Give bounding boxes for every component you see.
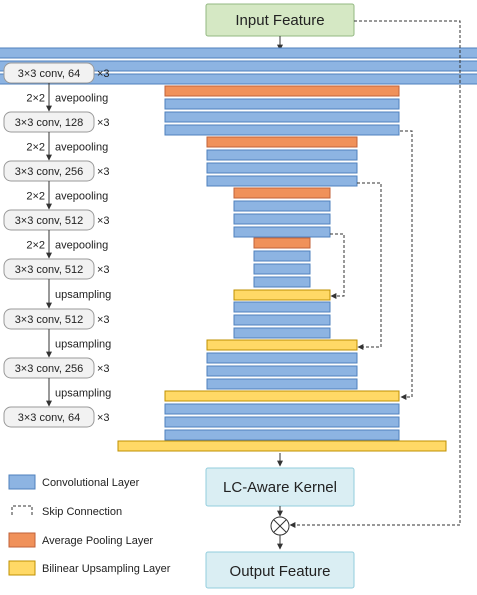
stage-label: 3×3 conv, 512 [15, 264, 84, 276]
stage-repeat: ×3 [97, 264, 110, 276]
transition-size: 2×2 [26, 191, 45, 203]
upsampling-layer [206, 339, 358, 351]
transition-size: 2×2 [26, 142, 45, 154]
stage-repeat: ×3 [97, 314, 110, 326]
transition-op: avepooling [55, 191, 108, 203]
conv-layer [164, 98, 400, 110]
legend: Convolutional Layer Skip Connection Averag… [8, 474, 171, 576]
stage-repeat: ×3 [97, 166, 110, 178]
skip-connections [289, 20, 461, 528]
conv-layer [164, 111, 400, 123]
legend-label: Skip Connection [42, 506, 122, 518]
conv-layer [164, 416, 400, 428]
stage-repeat: ×3 [97, 215, 110, 227]
stage-label: 3×3 conv, 128 [15, 117, 84, 129]
upsampling-layer [233, 289, 331, 301]
transition-op: avepooling [55, 240, 108, 252]
conv-layer [233, 213, 331, 225]
stage-box [3, 406, 95, 428]
conv-layer [206, 175, 358, 187]
avg-pooling-layer [164, 85, 400, 97]
output-feature-label: Output Feature [230, 563, 331, 580]
conv-layer [206, 365, 358, 377]
stage-repeat: ×3 [97, 412, 110, 424]
legend-label: Bilinear Upsampling Layer [42, 563, 171, 575]
stage-label: 3×3 conv, 512 [15, 215, 84, 227]
skip-connection-1 [400, 130, 413, 400]
conv-layer [206, 162, 358, 174]
legend-label: Average Pooling Layer [42, 535, 153, 547]
stage-repeat: ×3 [97, 363, 110, 375]
conv-layer [0, 60, 477, 72]
conv-layer [0, 47, 477, 59]
legend-skip-swatch [11, 505, 33, 515]
combine-icon-stroke-b [273, 519, 287, 533]
stage-label: 3×3 conv, 64 [18, 68, 80, 80]
conv-layer [253, 276, 311, 288]
stage-label: 3×3 conv, 256 [15, 363, 84, 375]
avg-pooling-layer [253, 237, 311, 249]
avg-pooling-layer [206, 136, 358, 148]
skip-connection-global [289, 20, 461, 528]
skip-connection-2 [357, 182, 382, 350]
conv-layer [164, 429, 400, 441]
conv-layer [206, 149, 358, 161]
transition-op: upsampling [55, 339, 111, 351]
skip-connection-3 [330, 233, 345, 299]
layer-stack [0, 47, 477, 452]
conv-layer [206, 378, 358, 390]
transition-op: avepooling [55, 142, 108, 154]
transition-size: 2×2 [26, 240, 45, 252]
legend-swatch-upsample [8, 560, 36, 576]
upsampling-layer [164, 390, 400, 402]
output-feature-box [205, 551, 355, 589]
legend-swatch-conv [8, 474, 36, 490]
conv-layer [0, 73, 477, 85]
conv-layer [164, 403, 400, 415]
conv-layer [233, 226, 331, 238]
avg-pooling-layer [233, 187, 331, 199]
legend-label: Convolutional Layer [42, 477, 140, 489]
conv-layer [233, 314, 331, 326]
conv-layer [253, 250, 311, 262]
stage-repeat: ×3 [97, 68, 110, 80]
stage-label: 3×3 conv, 256 [15, 166, 84, 178]
transition-op: avepooling [55, 93, 108, 105]
upsampling-layer [117, 440, 447, 452]
conv-layer [233, 327, 331, 339]
kernel-label: LC-Aware Kernel [223, 479, 337, 496]
stage-label: 3×3 conv, 512 [15, 314, 84, 326]
stage-column: 3×3 conv, 64 ×3 2×2 avepooling 3×3 conv, 128… [3, 62, 111, 428]
transition-op: upsampling [55, 388, 111, 400]
transition-op: upsampling [55, 289, 111, 301]
stage-repeat: ×3 [97, 117, 110, 129]
input-feature-label: Input Feature [235, 12, 324, 29]
conv-layer [253, 263, 311, 275]
conv-layer [206, 352, 358, 364]
conv-layer [233, 301, 331, 313]
stage-label: 3×3 conv, 64 [18, 412, 80, 424]
conv-layer [164, 124, 400, 136]
transition-size: 2×2 [26, 93, 45, 105]
legend-swatch-pool [8, 532, 36, 548]
conv-layer [233, 200, 331, 212]
